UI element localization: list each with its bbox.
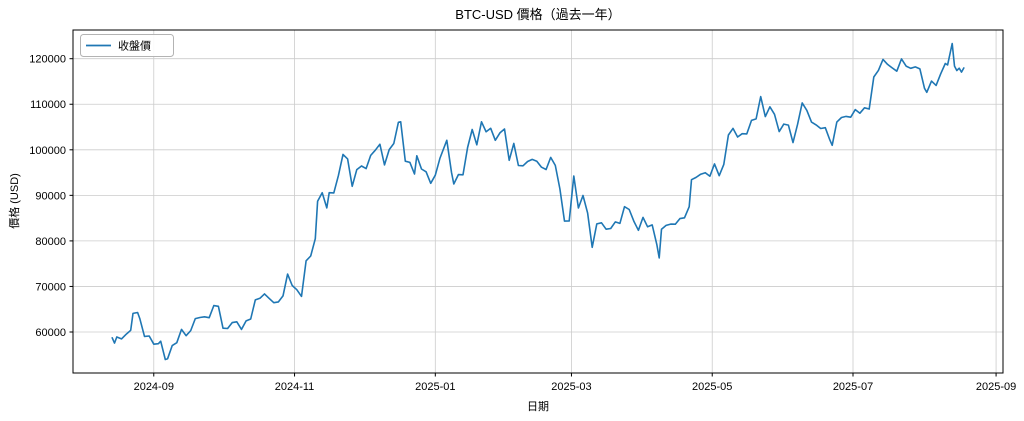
x-tick-label: 2024-09: [134, 381, 174, 393]
price-line-series: [111, 42, 965, 361]
x-axis-ticks: 2024-09 2024-11 2025-01 2025-03 2025-05 2025-…: [134, 373, 1016, 393]
y-tick-label: 90000: [35, 190, 66, 202]
chart-title: BTC-USD 價格（過去一年）: [455, 7, 620, 22]
y-tick-label: 80000: [35, 236, 66, 248]
gridlines: [73, 30, 1003, 373]
y-tick-label: 70000: [35, 281, 66, 293]
legend-box: [80, 34, 174, 57]
y-tick-label: 120000: [29, 54, 66, 66]
x-tick-label: 2024-11: [275, 381, 315, 393]
x-tick-label: 2025-09: [976, 381, 1016, 393]
x-tick-label: 2025-07: [833, 381, 873, 393]
x-axis-label: 日期: [527, 400, 549, 413]
x-tick-label: 2025-05: [692, 381, 732, 393]
y-tick-label: 110000: [30, 99, 66, 111]
plot-area: [73, 30, 1003, 373]
x-tick-label: 2025-03: [551, 381, 591, 393]
y-axis-ticks: 60000 70000 80000 90000 100000 110000 120000: [29, 54, 73, 339]
axes-border: [72, 29, 1004, 374]
legend: 收盤價: [80, 34, 174, 57]
y-tick-label: 60000: [35, 327, 66, 339]
legend-label: 收盤價: [118, 39, 151, 53]
y-tick-label: 100000: [29, 145, 66, 157]
x-tick-label: 2025-01: [415, 381, 455, 393]
y-axis-label: 價格 (USD): [7, 173, 21, 229]
